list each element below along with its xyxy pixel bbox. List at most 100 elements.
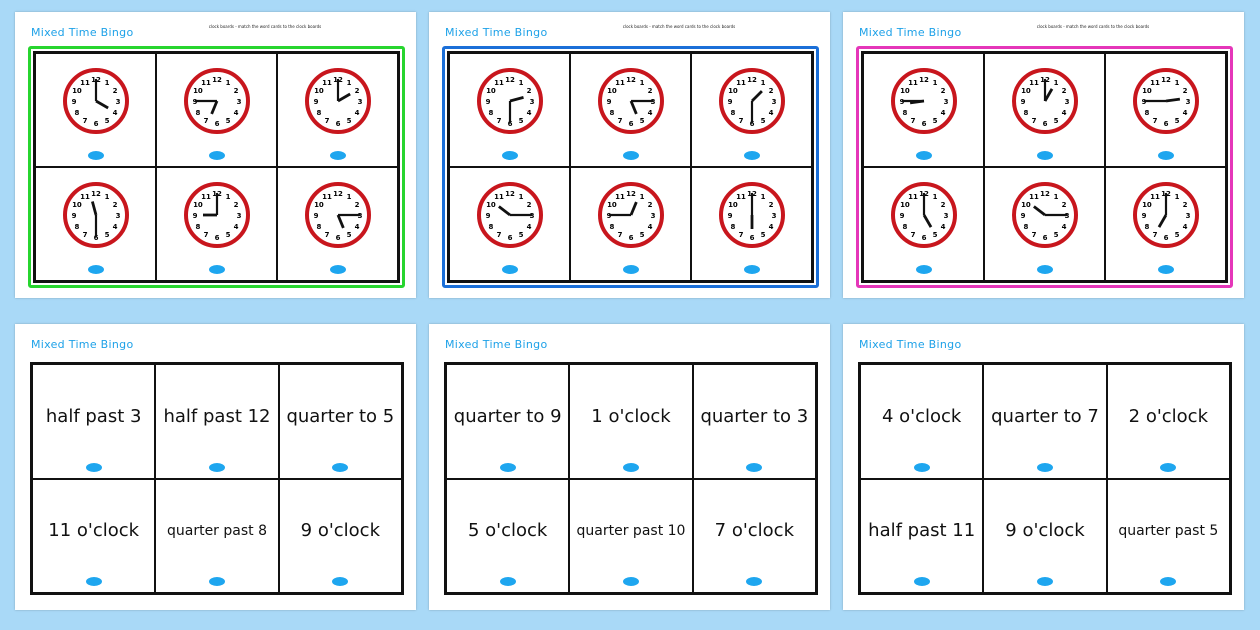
word-card-sheet: Mixed Time Bingo 4 o'clock quarter to 7 2 o… <box>843 324 1244 610</box>
svg-text:3: 3 <box>1185 98 1190 106</box>
hour-hand <box>509 96 524 103</box>
svg-text:1: 1 <box>1174 193 1179 201</box>
hour-hand <box>209 100 218 115</box>
twinkl-logo-icon <box>332 577 349 586</box>
twinkl-logo-icon <box>743 151 760 160</box>
clock-board-sheet: Mixed Time Bingo clock boards - match th… <box>843 12 1244 298</box>
word-card-sheet: Mixed Time Bingo quarter to 9 1 o'clock qua… <box>429 324 830 610</box>
word-card-sheet: Mixed Time Bingo half past 3 half past 12 q… <box>15 324 416 610</box>
svg-text:8: 8 <box>1023 109 1028 117</box>
svg-text:2: 2 <box>1182 87 1187 95</box>
twinkl-logo-icon <box>1160 577 1177 586</box>
svg-text:1: 1 <box>639 79 644 87</box>
hour-hand <box>90 201 97 216</box>
hour-hand <box>94 99 109 110</box>
word-card: quarter to 5 <box>278 364 402 479</box>
svg-text:11: 11 <box>908 79 918 87</box>
svg-text:11: 11 <box>615 193 625 201</box>
time-phrase: 2 o'clock <box>1128 405 1209 427</box>
svg-text:3: 3 <box>771 98 776 106</box>
svg-text:10: 10 <box>314 87 324 95</box>
svg-text:2: 2 <box>526 87 531 95</box>
twinkl-logo-icon <box>746 577 763 586</box>
svg-text:10: 10 <box>607 87 617 95</box>
time-phrase: quarter to 3 <box>700 405 809 427</box>
hour-hand <box>750 90 763 102</box>
hour-hand <box>1032 205 1046 217</box>
svg-text:6: 6 <box>749 234 754 242</box>
svg-text:7: 7 <box>82 117 87 125</box>
time-phrase: half past 3 <box>45 405 142 427</box>
svg-text:11: 11 <box>494 193 504 201</box>
twinkl-logo-icon <box>1036 151 1053 160</box>
svg-text:2: 2 <box>112 87 117 95</box>
svg-text:10: 10 <box>900 87 910 95</box>
svg-text:10: 10 <box>486 87 496 95</box>
svg-text:2: 2 <box>1061 201 1066 209</box>
time-phrase: half past 12 <box>163 405 271 427</box>
svg-text:6: 6 <box>1163 120 1168 128</box>
svg-text:2: 2 <box>647 87 652 95</box>
svg-text:1: 1 <box>1053 79 1058 87</box>
svg-text:1: 1 <box>932 193 937 201</box>
svg-text:6: 6 <box>921 120 926 128</box>
bingo-board: 1234567891011121234567891011121234567891… <box>442 46 819 288</box>
svg-text:6: 6 <box>335 120 340 128</box>
svg-text:5: 5 <box>346 117 351 125</box>
hour-hand <box>336 92 351 103</box>
svg-text:10: 10 <box>607 201 617 209</box>
hour-hand <box>922 214 932 228</box>
svg-text:12: 12 <box>505 76 515 84</box>
svg-text:5: 5 <box>1174 231 1179 239</box>
svg-text:8: 8 <box>195 223 200 231</box>
svg-text:9: 9 <box>192 212 197 220</box>
svg-text:1: 1 <box>225 79 230 87</box>
word-card: quarter to 3 <box>692 364 816 479</box>
word-card: 9 o'clock <box>278 478 402 593</box>
svg-text:1: 1 <box>639 193 644 201</box>
svg-text:3: 3 <box>1064 98 1069 106</box>
svg-text:6: 6 <box>628 234 633 242</box>
svg-text:3: 3 <box>1064 212 1069 220</box>
svg-text:10: 10 <box>1021 201 1031 209</box>
twinkl-logo-icon <box>208 265 225 274</box>
twinkl-logo-icon <box>501 151 518 160</box>
svg-text:10: 10 <box>728 201 738 209</box>
svg-text:11: 11 <box>736 193 746 201</box>
time-phrase: 9 o'clock <box>300 520 381 542</box>
svg-text:8: 8 <box>74 109 79 117</box>
svg-text:4: 4 <box>233 223 238 231</box>
svg-text:11: 11 <box>736 79 746 87</box>
sheet-title: Mixed Time Bingo <box>31 338 134 351</box>
svg-text:8: 8 <box>1144 109 1149 117</box>
instructions: clock boards - match the word cards to t… <box>208 24 322 29</box>
sheet-title: Mixed Time Bingo <box>445 26 548 39</box>
sheet-title: Mixed Time Bingo <box>859 26 962 39</box>
svg-text:7: 7 <box>496 117 501 125</box>
svg-text:4: 4 <box>526 223 531 231</box>
svg-text:9: 9 <box>71 98 76 106</box>
svg-text:3: 3 <box>650 98 655 106</box>
time-phrase: half past 11 <box>868 520 976 542</box>
svg-text:1: 1 <box>518 79 523 87</box>
svg-text:8: 8 <box>730 109 735 117</box>
time-phrase: quarter past 10 <box>576 522 686 539</box>
svg-text:4: 4 <box>112 223 117 231</box>
word-card: 11 o'clock <box>32 478 156 593</box>
svg-text:5: 5 <box>639 117 644 125</box>
twinkl-logo-icon <box>622 462 639 472</box>
twinkl-logo-icon <box>913 577 930 586</box>
svg-text:8: 8 <box>74 223 79 231</box>
word-card: 2 o'clock <box>1106 364 1230 479</box>
svg-text:2: 2 <box>112 201 117 209</box>
